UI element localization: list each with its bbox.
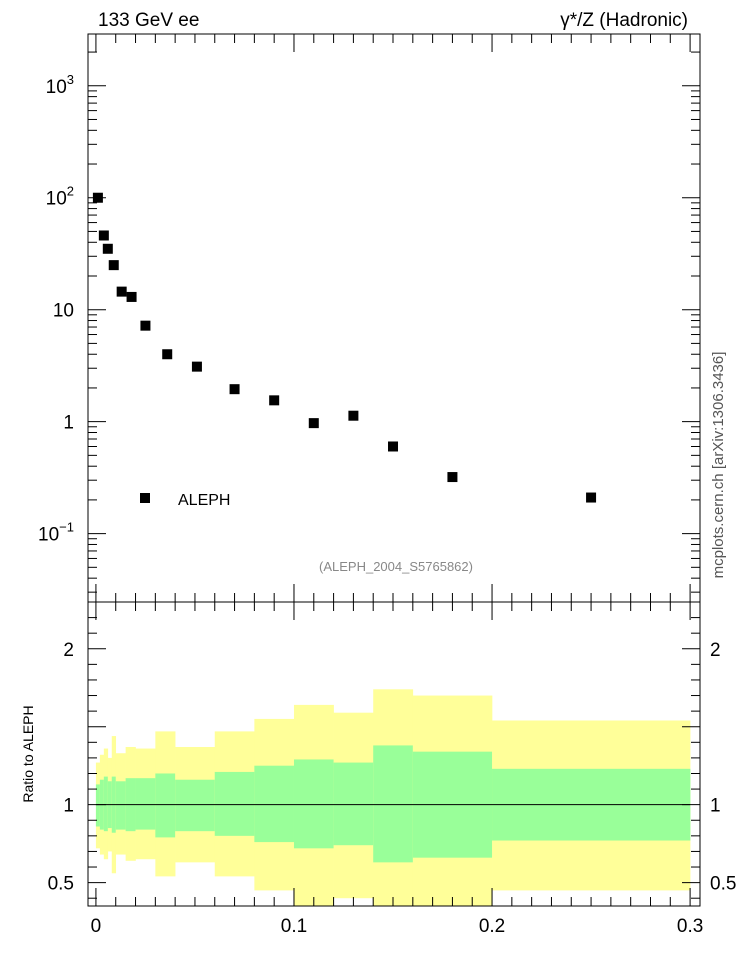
- legend-label-aleph: ALEPH: [178, 492, 230, 509]
- xtick-label-3: 0.3: [677, 916, 703, 937]
- ratio-band-inner-5: [115, 781, 126, 830]
- aleph-point-2: [102, 243, 113, 254]
- aleph-point-11: [308, 418, 319, 429]
- left-title: 133 GeV ee: [98, 10, 199, 31]
- ratio-ytick-label-left-0: 0.5: [48, 874, 74, 895]
- aleph-point-13: [388, 441, 399, 452]
- ratio-band-inner-8: [155, 773, 176, 838]
- aleph-point-5: [126, 291, 137, 302]
- ratio-bands: [95, 689, 691, 906]
- xtick-label-0: 0: [91, 916, 102, 937]
- aleph-point-0: [92, 192, 103, 203]
- aleph-markers: [92, 192, 597, 503]
- ratio-band-inner-13: [333, 762, 374, 846]
- aleph-point-1: [98, 230, 109, 241]
- ratio-band-inner-0: [95, 784, 101, 827]
- aleph-point-14: [447, 472, 458, 483]
- ratio-band-inner-14: [373, 745, 414, 863]
- aleph-point-15: [586, 492, 597, 503]
- ratio-band-inner-2: [103, 776, 109, 832]
- main-axis-ticks: 10−1 1 10 102 103: [38, 34, 700, 602]
- ratio-plot-frame: [87, 601, 701, 907]
- ratio-ylabel: Ratio to ALEPH: [20, 705, 36, 802]
- ratio-band-inner-11: [254, 765, 295, 843]
- aleph-point-9: [229, 384, 240, 395]
- right-title: γ*/Z (Hadronic): [560, 10, 688, 31]
- ratio-ytick-label-left-2: 2: [63, 640, 74, 661]
- ratio-axis-ticks: 0.5 0.5 1 1 2 2 0 0.1 0.2 0.3: [48, 602, 736, 937]
- ratio-ytick-label-right-0: 0.5: [710, 874, 736, 895]
- ratio-band-inner-9: [175, 779, 216, 832]
- ratio-band-inner-7: [135, 778, 156, 830]
- legend-marker-aleph: [140, 493, 150, 503]
- main-ytick-label-0: 10−1: [38, 520, 74, 546]
- aleph-point-7: [162, 349, 173, 360]
- main-plot-frame: [87, 33, 701, 603]
- main-ytick-label-4: 103: [46, 72, 74, 98]
- watermark-text: mcplots.cern.ch [arXiv:1306.3436]: [710, 352, 727, 579]
- main-ytick-label-1: 1: [63, 413, 74, 434]
- ratio-ytick-label-left-1: 1: [63, 796, 74, 817]
- main-ytick-label-2: 10: [53, 301, 74, 322]
- ratio-ytick-label-right-2: 2: [710, 640, 721, 661]
- aleph-point-10: [269, 395, 280, 406]
- ratio-ytick-label-right-1: 1: [710, 796, 721, 817]
- aleph-point-3: [108, 260, 119, 271]
- xtick-label-1: 0.1: [281, 916, 307, 937]
- aleph-point-12: [348, 410, 359, 421]
- aleph-point-8: [191, 361, 202, 372]
- aleph-point-6: [140, 320, 151, 331]
- xtick-label-2: 0.2: [479, 916, 505, 937]
- ratio-band-inner-10: [214, 771, 255, 836]
- main-ytick-label-3: 102: [46, 184, 74, 210]
- ratio-band-inner-12: [293, 759, 334, 849]
- analysis-id: (ALEPH_2004_S5765862): [319, 559, 473, 574]
- aleph-point-4: [116, 286, 127, 297]
